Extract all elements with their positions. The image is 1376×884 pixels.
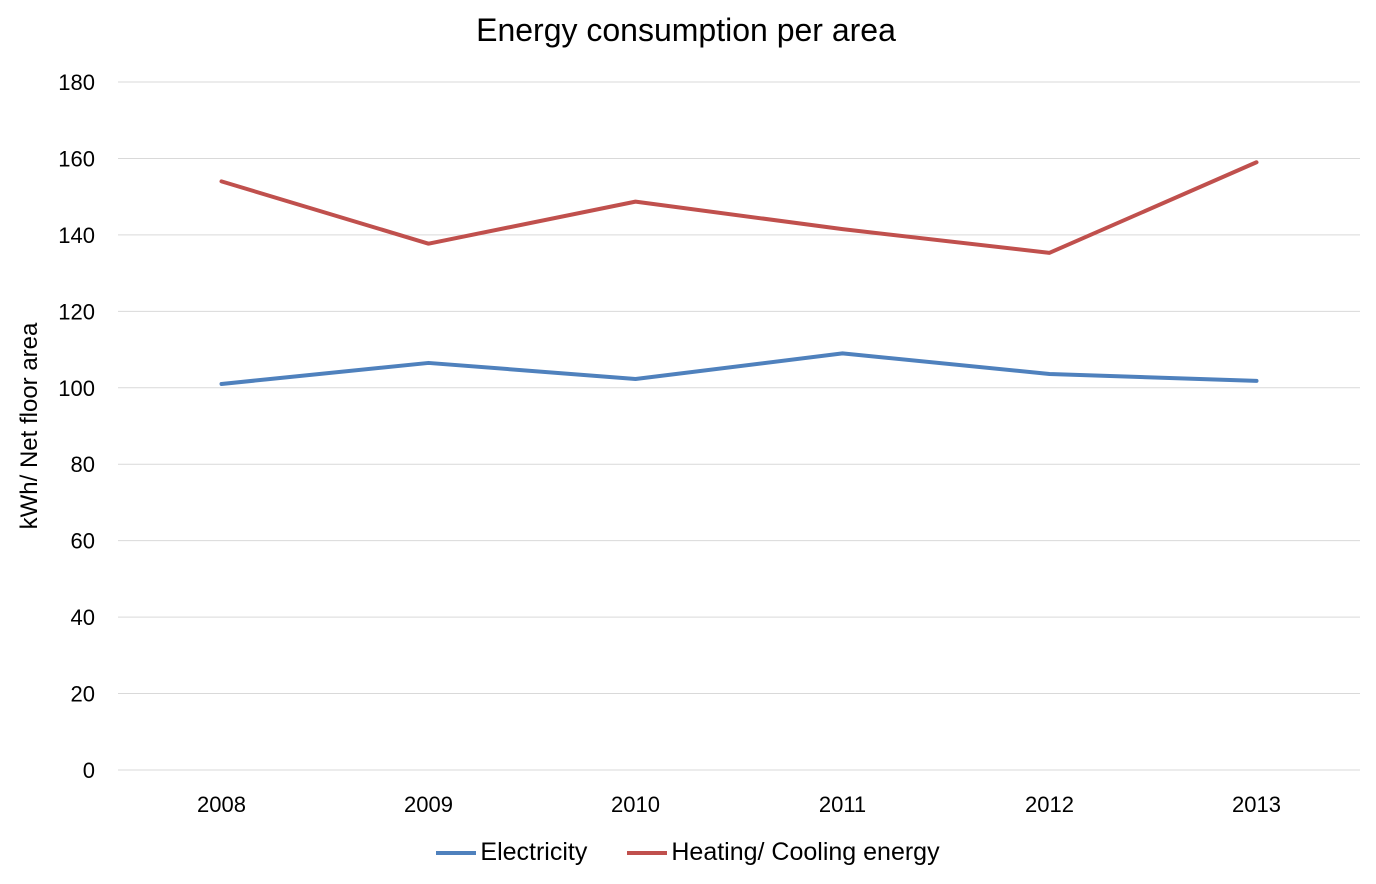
y-tick-label-20: 20 <box>71 682 95 707</box>
legend-item-heating-cooling: Heating/ Cooling energy <box>627 838 940 867</box>
legend: Electricity Heating/ Cooling energy <box>0 838 1376 867</box>
y-tick-label-140: 140 <box>58 223 95 248</box>
y-tick-label-40: 40 <box>71 605 95 630</box>
y-tick-labels: 0 20 40 60 80 100 120 140 160 180 <box>58 70 95 783</box>
y-tick-label-160: 160 <box>58 146 95 171</box>
y-tick-label-0: 0 <box>83 758 95 783</box>
legend-label-heating-cooling: Heating/ Cooling energy <box>671 838 940 866</box>
chart-title: Energy consumption per area <box>476 12 896 48</box>
y-tick-label-100: 100 <box>58 376 95 401</box>
y-tick-label-120: 120 <box>58 299 95 324</box>
x-tick-label-2013: 2013 <box>1232 792 1281 817</box>
series-line-heating-cooling <box>219 160 1259 255</box>
y-tick-label-80: 80 <box>71 452 95 477</box>
series-lines <box>219 160 1259 386</box>
y-tick-label-180: 180 <box>58 70 95 95</box>
gridlines <box>118 81 1360 771</box>
x-tick-label-2011: 2011 <box>819 792 866 817</box>
y-tick-label-60: 60 <box>71 529 95 554</box>
x-tick-labels: 2008 2009 2010 2011 2012 2013 <box>197 792 1281 817</box>
legend-swatch-electricity <box>436 850 477 855</box>
x-tick-label-2010: 2010 <box>611 792 660 817</box>
series-line-electricity <box>219 351 1259 386</box>
legend-swatch-heating-cooling <box>627 850 668 855</box>
x-tick-label-2009: 2009 <box>404 792 453 817</box>
legend-label-electricity: Electricity <box>480 838 588 866</box>
x-tick-label-2012: 2012 <box>1025 792 1074 817</box>
x-tick-label-2008: 2008 <box>197 792 246 817</box>
legend-item-electricity: Electricity <box>436 838 587 867</box>
